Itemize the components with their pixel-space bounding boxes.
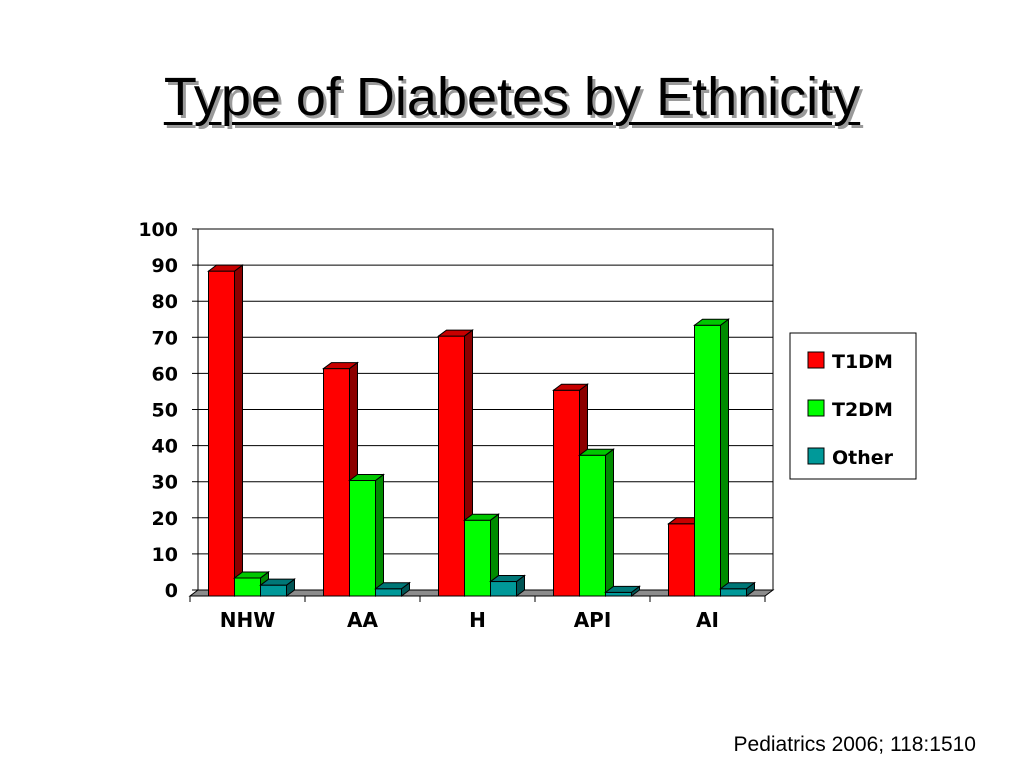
bar-side [720, 318, 729, 597]
bar [694, 324, 721, 597]
bar [234, 577, 261, 597]
legend-swatch [807, 351, 825, 369]
bar [553, 389, 580, 597]
bar-top [207, 264, 244, 272]
bar-top [348, 473, 385, 481]
slide-title: Type of Diabetes by Ethnicity [163, 67, 861, 127]
bar-side [234, 264, 243, 597]
x-tick-label: AA [347, 608, 378, 632]
y-tick-label: 80 [152, 291, 178, 313]
bar-top [604, 585, 641, 593]
legend-swatch [807, 399, 825, 417]
bar-top [719, 582, 756, 590]
bar [260, 584, 287, 597]
bar [490, 581, 517, 597]
y-tick-label: 40 [152, 436, 178, 458]
bar-side [605, 448, 614, 597]
y-tick-label: 30 [152, 472, 178, 494]
bar-top [233, 571, 270, 579]
bar-top [693, 318, 730, 326]
y-tick-label: 0 [165, 580, 178, 602]
y-tick-label: 20 [152, 508, 178, 530]
bar [323, 368, 350, 597]
bar-top [552, 383, 589, 391]
bar [375, 588, 402, 597]
bar-top [322, 362, 359, 370]
y-tick-label: 60 [152, 363, 178, 385]
bar-top [578, 448, 615, 456]
bar [464, 519, 491, 597]
bar-top [437, 329, 474, 337]
bar [579, 454, 606, 597]
legend-label: T2DM [832, 399, 893, 421]
bar-top [374, 582, 411, 590]
citation: Pediatrics 2006; 118:1510 [733, 733, 976, 756]
bar-top [463, 513, 500, 521]
bar [605, 591, 632, 597]
legend-swatch [807, 447, 825, 465]
y-tick-label: 10 [152, 544, 178, 566]
bar [208, 270, 235, 597]
y-tick-label: 100 [138, 219, 178, 241]
bar [668, 523, 695, 597]
y-tick-label: 50 [152, 400, 178, 422]
x-tick-label: H [469, 608, 486, 632]
y-tick-label: 70 [152, 327, 178, 349]
bar-side [375, 473, 384, 597]
x-tick-label: API [574, 608, 612, 632]
bar [438, 335, 465, 597]
legend-label: T1DM [832, 351, 893, 373]
bar [720, 588, 747, 597]
y-tick-label: 90 [152, 255, 178, 277]
bar-top [489, 575, 526, 583]
legend-label: Other [832, 447, 894, 469]
x-tick-label: AI [696, 608, 719, 632]
x-tick-label: NHW [220, 608, 276, 632]
bar-top [259, 578, 296, 586]
bar [349, 479, 376, 597]
